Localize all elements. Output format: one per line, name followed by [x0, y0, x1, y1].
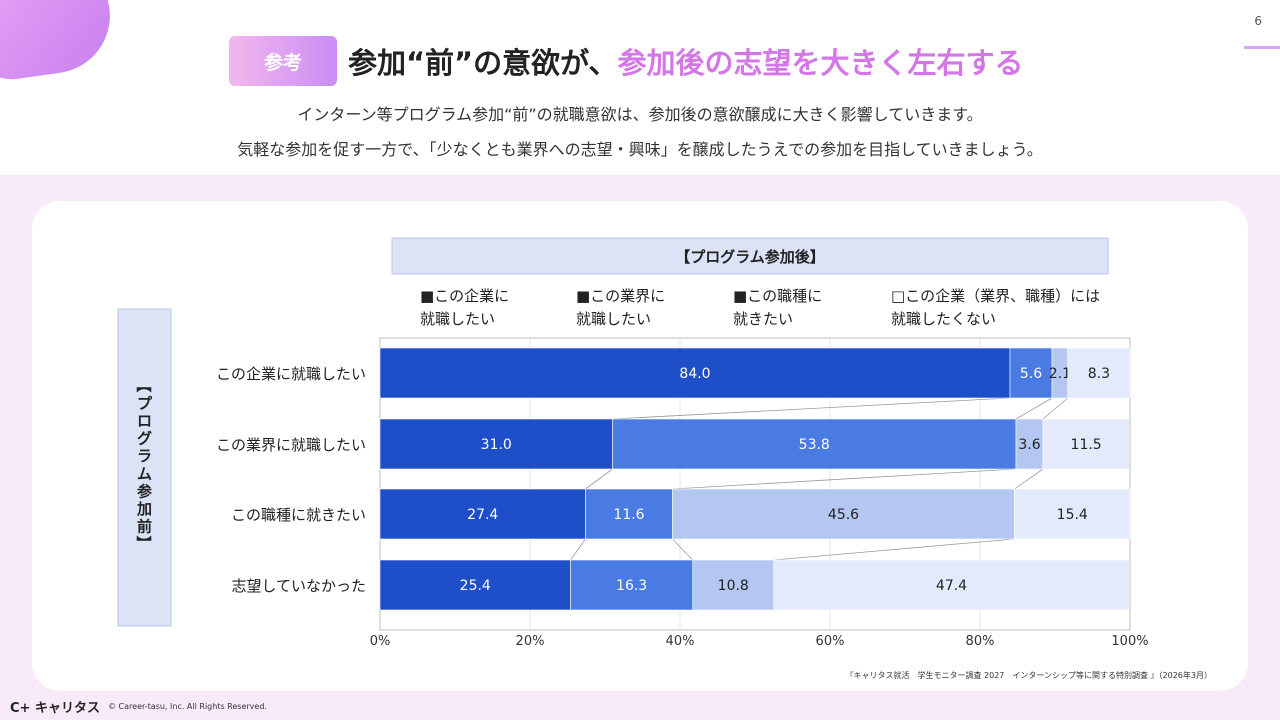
bar-segment	[1042, 418, 1130, 470]
series-connector-line	[1014, 468, 1044, 490]
chart-header-label: 【プログラム参加後】	[675, 248, 825, 266]
bar-segment	[379, 559, 571, 611]
series-connector-line	[585, 468, 613, 490]
source-note: 『キャリタス就活 学生モニター調査 2027 インターンシップ等に関する特別調査…	[845, 671, 1213, 680]
x-tick-label: 80%	[966, 634, 995, 649]
bar-segment	[773, 559, 1130, 611]
data-label: 47.4	[936, 578, 967, 594]
legend-entry: 就職したい	[420, 310, 495, 328]
page-number: 6	[1254, 14, 1262, 28]
data-label: 15.4	[1057, 507, 1088, 523]
data-label: 11.6	[613, 507, 644, 523]
title-main: 参加“前”の意欲が、	[348, 46, 618, 80]
data-label: 25.4	[460, 578, 491, 594]
data-label: 45.6	[828, 507, 859, 523]
reference-badge: 参考	[229, 36, 337, 86]
data-label: 10.8	[718, 578, 749, 594]
x-tick-label: 100%	[1111, 634, 1148, 649]
category-label: この企業に就職したい	[216, 365, 366, 383]
data-label: 5.6	[1020, 366, 1042, 382]
page-number-underline	[1244, 46, 1280, 49]
side-label-char: 前	[137, 517, 152, 535]
side-label-char: ム	[137, 465, 152, 483]
series-connector-line	[612, 397, 1011, 420]
series-connector-line	[773, 538, 1015, 561]
data-label: 8.3	[1088, 366, 1110, 382]
bar-segment	[612, 418, 1017, 470]
x-tick-label: 20%	[516, 634, 545, 649]
bar-segment	[1067, 347, 1131, 399]
side-label-char: 加	[136, 500, 152, 518]
side-label-char: 【	[135, 377, 153, 392]
legend-entry: ■この業界に	[576, 287, 665, 305]
legend-entry: 就職したい	[576, 310, 651, 328]
chart-header-box	[391, 237, 1109, 275]
series-connector-line	[672, 468, 1017, 490]
category-label: この業界に就職したい	[216, 436, 366, 454]
series-connector-line	[672, 538, 694, 561]
bar-segment	[672, 488, 1015, 540]
category-label: この職種に就きたい	[231, 506, 366, 524]
plot-frame	[379, 337, 1131, 631]
series-connector-line	[1015, 397, 1053, 420]
bar-segment	[570, 559, 694, 611]
page-title: 参加“前”の意欲が、参加後の志望を大きく左右する	[348, 40, 1024, 82]
legend-entry: ■この職種に	[733, 287, 822, 305]
side-label-char: 】	[135, 535, 153, 550]
legend-entry: ■この企業に	[420, 287, 509, 305]
bar-segment	[379, 488, 586, 540]
bar-segment	[379, 347, 1011, 399]
bar-segment	[1015, 418, 1044, 470]
data-label: 2.1	[1049, 366, 1071, 382]
data-label: 27.4	[467, 507, 498, 523]
data-label: 3.6	[1018, 437, 1040, 453]
side-label-char: ラ	[137, 447, 152, 465]
category-label: 志望していなかった	[231, 577, 366, 595]
legend-entry: 就きたい	[733, 310, 793, 328]
side-label-char: プ	[137, 395, 153, 413]
series-connector-line	[1042, 397, 1069, 420]
legend-entry: 就職したくない	[891, 310, 996, 328]
brand-logo: C+ キャリタス	[10, 697, 100, 716]
bar-segment	[1009, 347, 1053, 399]
x-tick-label: 0%	[370, 634, 391, 649]
side-label-char: グ	[137, 430, 152, 448]
data-label: 31.0	[481, 437, 512, 453]
logo-text: キャリタス	[34, 701, 100, 716]
bar-segment	[585, 488, 673, 540]
bar-segment	[379, 418, 613, 470]
data-label: 53.8	[799, 437, 830, 453]
bar-segment	[1014, 488, 1131, 540]
data-label: 16.3	[616, 578, 647, 594]
chart-side-box	[117, 308, 172, 627]
side-label-char: 参	[137, 482, 153, 500]
subtitle-line-2: 気軽な参加を促す一方で、「少なくとも業界への志望・興味」を醸成したうえでの参加を…	[237, 140, 1043, 159]
legend-entry: □この企業（業界、職種）には	[891, 287, 1100, 305]
side-label-char: ロ	[137, 412, 152, 430]
x-tick-label: 40%	[666, 634, 695, 649]
x-tick-label: 60%	[816, 634, 845, 649]
title-highlight: 参加後の志望を大きく左右する	[617, 46, 1024, 80]
bar-segment	[692, 559, 775, 611]
series-connector-line	[570, 538, 586, 561]
copyright: © Career-tasu, Inc. All Rights Reserved.	[108, 702, 267, 711]
logo-mark-icon: C+	[10, 701, 31, 716]
subtitle-line-1: インターン等プログラム参加“前”の就職意欲は、参加後の意欲醸成に大きく影響してい…	[297, 105, 983, 124]
data-label: 11.5	[1071, 437, 1102, 453]
data-label: 84.0	[679, 366, 710, 382]
